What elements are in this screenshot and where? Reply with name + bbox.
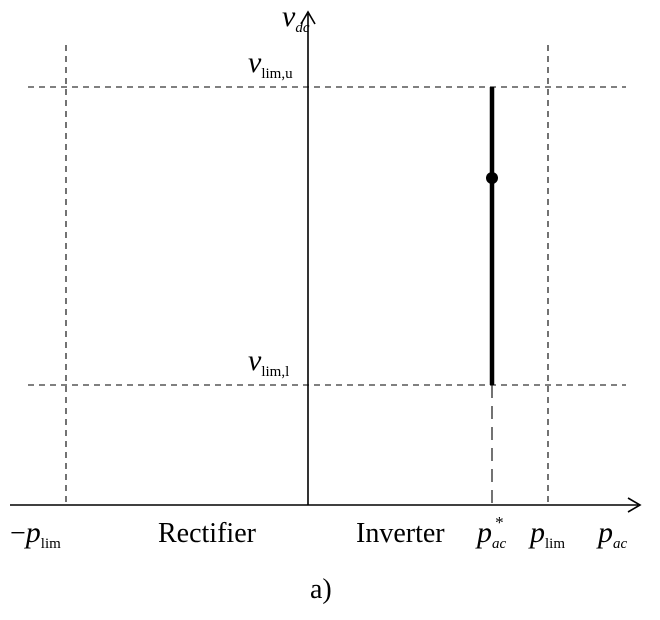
pac-ref-main: p: [477, 516, 492, 549]
y-axis-arrow: [300, 10, 316, 25]
neg-plim-sub: lim: [40, 536, 61, 552]
neg-plim-main: p: [25, 516, 41, 549]
pac-ref-sub: ac: [492, 536, 507, 552]
y-axis-label-sub: dc: [295, 20, 310, 36]
pac-ref-sup: *: [495, 513, 504, 532]
pos-plim-sub: lim: [545, 536, 566, 552]
x-axis-label: pac: [598, 516, 627, 552]
pos-plim-main: p: [530, 516, 545, 549]
lower-limit-label: vlim,l: [248, 344, 289, 380]
neg-plim-label: −plim: [10, 516, 61, 552]
upper-limit-label: vlim,u: [248, 46, 293, 82]
lower-limit-label-main: v: [248, 344, 262, 377]
lower-limit-label-sub: lim,l: [261, 364, 290, 380]
pac-ref-label: pac *: [477, 514, 515, 552]
figure-caption: a): [310, 574, 332, 605]
pos-plim-label: plim: [530, 516, 565, 552]
y-axis-label: vdc: [282, 0, 310, 36]
neg-plim-prefix: −: [10, 518, 26, 549]
rectifier-label: Rectifier: [158, 518, 256, 549]
operating-point: [486, 172, 498, 184]
upper-limit-label-sub: lim,u: [261, 66, 293, 82]
x-axis-arrow: [627, 497, 642, 513]
x-axis-label-main: p: [598, 516, 613, 549]
upper-limit-label-main: v: [248, 46, 262, 79]
y-axis-label-main: v: [282, 0, 296, 33]
inverter-label: Inverter: [356, 518, 445, 549]
x-axis-label-sub: ac: [613, 536, 628, 552]
